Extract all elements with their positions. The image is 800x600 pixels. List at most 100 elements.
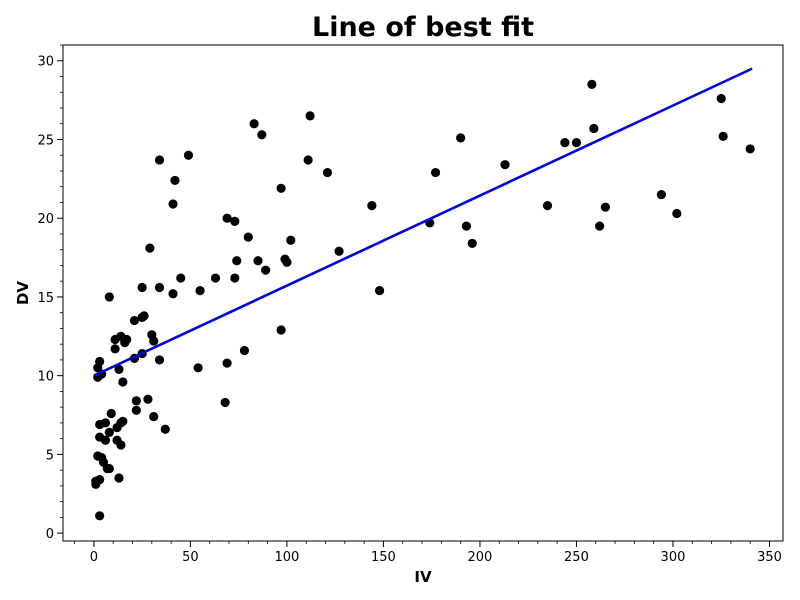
data-point (195, 286, 205, 296)
data-point (589, 123, 599, 134)
data-point (303, 155, 313, 165)
data-point (118, 377, 128, 387)
data-point (114, 473, 124, 483)
x-tick-label: 150 (371, 550, 396, 565)
data-point (461, 221, 472, 231)
data-point (467, 238, 477, 248)
x-tick-label: 200 (468, 550, 493, 565)
data-point (249, 119, 259, 129)
data-point (139, 311, 149, 321)
x-tick-label: 350 (757, 550, 782, 565)
data-point (500, 160, 510, 170)
data-point (222, 213, 232, 223)
data-point (160, 424, 170, 434)
data-point (334, 246, 344, 256)
data-point (220, 397, 230, 408)
y-tick-label: 0 (46, 527, 54, 542)
data-point (456, 133, 466, 143)
data-point (232, 256, 242, 266)
data-point (542, 201, 553, 211)
data-point (118, 416, 128, 426)
y-axis-label: DV (14, 281, 32, 305)
data-point (276, 183, 286, 193)
data-point (193, 363, 203, 373)
plot-frame (62, 44, 784, 542)
data-point (600, 202, 611, 212)
data-point (154, 355, 165, 365)
data-point (286, 235, 296, 245)
data-point (745, 144, 755, 154)
data-point (322, 167, 333, 178)
data-point (145, 243, 155, 253)
best-fit-line (93, 67, 753, 377)
data-point (367, 201, 377, 211)
data-point (116, 440, 126, 450)
data-point (257, 130, 267, 140)
data-point (143, 394, 153, 404)
data-point (587, 79, 597, 89)
data-point (104, 292, 114, 302)
data-point (168, 289, 178, 299)
data-point (305, 111, 315, 121)
y-tick-label: 5 (46, 448, 54, 463)
y-tick-label: 20 (37, 212, 54, 227)
data-point (131, 405, 141, 415)
data-point (104, 463, 114, 474)
data-point (282, 257, 292, 267)
data-point (137, 282, 147, 293)
data-point (95, 356, 105, 367)
data-point (210, 273, 221, 283)
x-tick-label: 100 (275, 550, 300, 565)
data-point (560, 138, 570, 148)
data-point (718, 131, 728, 141)
x-tick-label: 300 (661, 550, 686, 565)
data-point (672, 208, 682, 219)
chart-title: Line of best fit (312, 12, 534, 43)
y-tick-label: 25 (37, 133, 54, 148)
data-point (149, 336, 159, 346)
data-point (595, 221, 605, 231)
data-point (122, 334, 132, 345)
data-point (239, 345, 250, 356)
y-tick-label: 10 (37, 370, 54, 385)
data-point (230, 273, 240, 283)
data-point (100, 418, 111, 428)
y-tick-label: 30 (37, 55, 54, 70)
data-point (253, 256, 263, 266)
data-point (95, 474, 105, 485)
data-point (114, 364, 124, 374)
data-point (104, 427, 114, 437)
data-point (131, 396, 141, 406)
y-axis: 0 5 10 15 20 25 30 (37, 44, 63, 542)
data-point (230, 216, 240, 226)
x-axis-label: IV (414, 568, 432, 586)
data-point (129, 315, 140, 326)
data-point (276, 325, 286, 335)
data-point (374, 286, 385, 296)
data-point (106, 408, 116, 419)
data-point (716, 93, 726, 104)
data-point (110, 344, 120, 354)
x-tick-label: 50 (182, 550, 199, 565)
data-point (430, 167, 441, 178)
data-point (168, 199, 178, 209)
data-point (176, 273, 186, 283)
data-point (95, 511, 105, 521)
x-tick-label: 250 (564, 550, 589, 565)
data-point (571, 138, 582, 148)
data-point (149, 412, 159, 422)
data-point (154, 282, 165, 293)
data-point (183, 150, 194, 160)
data-point (154, 155, 165, 165)
plot-area (91, 67, 755, 521)
data-point (170, 175, 180, 186)
data-point (243, 232, 253, 242)
data-point (656, 189, 666, 200)
y-tick-label: 15 (37, 291, 54, 306)
data-point (261, 265, 271, 275)
x-axis: 0 50 100 150 200 250 300 350 (74, 541, 782, 565)
x-tick-label: 0 (90, 550, 98, 565)
data-point (222, 358, 232, 368)
data-point (100, 435, 111, 445)
